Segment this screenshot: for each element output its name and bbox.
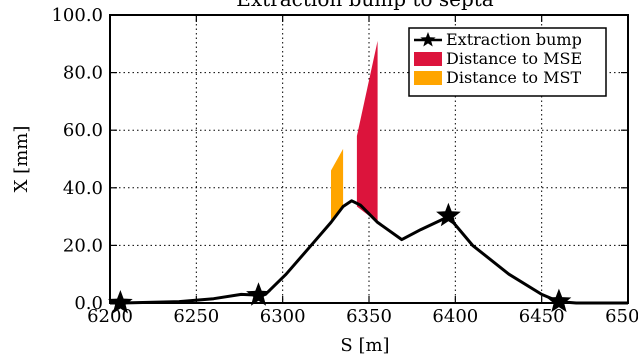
grid (110, 15, 628, 303)
legend-label: Distance to MSE (446, 49, 582, 68)
data-point-star (436, 202, 461, 227)
y-tick-label: 0.0 (74, 293, 103, 314)
x-tick-label: 6400 (432, 306, 478, 327)
legend-swatch (414, 52, 442, 66)
y-tick-label: 40.0 (63, 178, 103, 199)
legend-swatch (414, 71, 442, 85)
y-axis-label: X [mm] (11, 126, 32, 193)
legend-swatch-star (420, 32, 436, 47)
x-tick-label: 6250 (173, 306, 219, 327)
x-tick-label: 6450 (519, 306, 565, 327)
x-axis-label: S [m] (340, 335, 389, 354)
line-series (110, 199, 628, 305)
data-point-star (546, 288, 572, 313)
x-tick-label: 6200 (87, 306, 133, 327)
y-tick-label: 20.0 (63, 235, 103, 256)
data-point-star (246, 282, 271, 306)
legend-label: Extraction bump (446, 30, 582, 49)
y-tick-label: 80.0 (63, 63, 103, 84)
fill-area (356, 40, 378, 223)
markers (108, 202, 572, 314)
fill-areas (331, 40, 378, 223)
fill-area (331, 148, 344, 223)
x-tick-label: 6300 (260, 306, 306, 327)
series-line (110, 199, 628, 305)
y-tick-label: 100.0 (51, 5, 103, 26)
chart-title: Extraction bump to septa (236, 0, 493, 11)
y-tick-label: 60.0 (63, 120, 103, 141)
data-point-star (108, 290, 133, 314)
x-tick-label: 6350 (346, 306, 392, 327)
legend-label: Distance to MST (446, 68, 581, 87)
